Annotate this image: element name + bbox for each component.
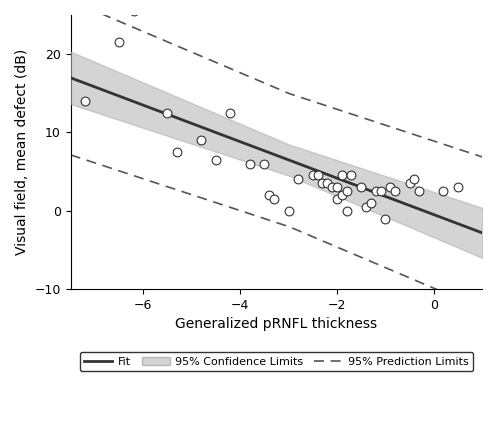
Point — [130, 8, 138, 15]
Point — [410, 176, 418, 183]
Point — [294, 176, 302, 183]
X-axis label: Generalized pRNFL thickness: Generalized pRNFL thickness — [176, 317, 378, 331]
Point — [173, 148, 181, 155]
Point — [348, 172, 356, 179]
Point — [270, 195, 278, 202]
Point — [367, 199, 375, 206]
Point — [324, 180, 332, 187]
Point — [386, 184, 394, 191]
Point — [338, 172, 346, 179]
Point — [338, 191, 346, 198]
Point — [246, 160, 254, 167]
Point — [342, 207, 350, 214]
Point — [376, 187, 384, 194]
Point — [260, 160, 268, 167]
Point — [382, 215, 390, 222]
Point — [416, 187, 424, 194]
Point — [357, 184, 365, 191]
Point — [333, 184, 341, 191]
Point — [362, 203, 370, 210]
Point — [328, 184, 336, 191]
Point — [318, 180, 326, 187]
Point — [226, 109, 234, 117]
Point — [333, 195, 341, 202]
Point — [198, 137, 205, 144]
Legend: Fit, 95% Confidence Limits, 95% Prediction Limits: Fit, 95% Confidence Limits, 95% Predicti… — [80, 352, 473, 371]
Point — [406, 180, 413, 187]
Point — [265, 191, 273, 198]
Point — [81, 97, 89, 105]
Point — [440, 187, 448, 194]
Point — [391, 187, 399, 194]
Point — [342, 187, 350, 194]
Point — [308, 172, 316, 179]
Point — [372, 187, 380, 194]
Point — [284, 207, 292, 214]
Y-axis label: Visual field, mean defect (dB): Visual field, mean defect (dB) — [15, 49, 29, 255]
Point — [164, 109, 172, 117]
Point — [115, 39, 123, 46]
Point — [314, 172, 322, 179]
Point — [454, 184, 462, 191]
Point — [212, 156, 220, 163]
